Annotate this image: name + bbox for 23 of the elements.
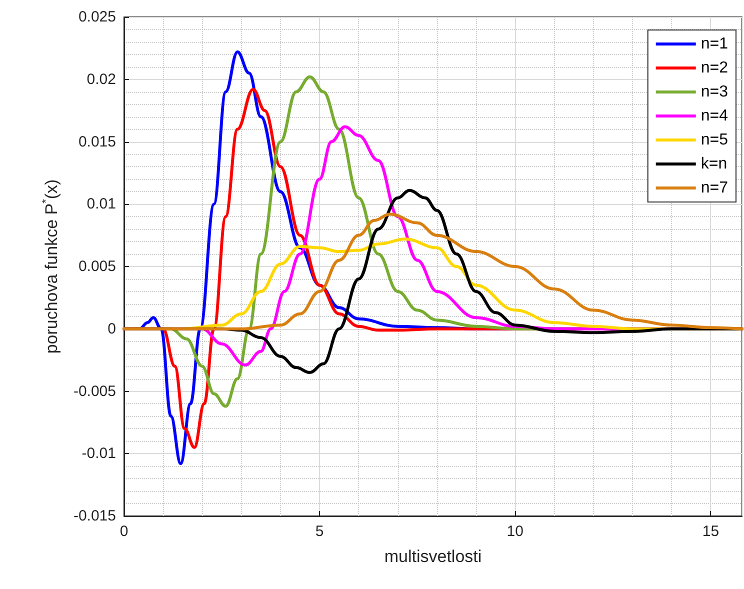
line-series: [122, 212, 744, 330]
y-tick-label: 0.02: [86, 70, 116, 88]
y-tick-label: -0.005: [73, 382, 116, 400]
y-tick-label: 0.01: [86, 196, 116, 213]
legend-label: k=n: [700, 156, 728, 172]
y-axis-title: poruchova funkce P*(x): [40, 179, 61, 354]
legend-label: n=3: [700, 84, 728, 100]
y-tick-label: -0.015: [73, 508, 116, 524]
y-tick-label: 0.005: [78, 258, 116, 275]
x-tick-label: 5: [315, 523, 324, 540]
legend-label: n=7: [700, 180, 728, 196]
y-tick-label: 0: [108, 320, 116, 338]
x-axis-title: multisvetlosti: [384, 547, 482, 566]
x-tick-label: 10: [506, 523, 524, 540]
y-tick-label: -0.01: [82, 445, 116, 462]
legend-label: n=1: [700, 36, 728, 52]
x-tick-label: 0: [120, 523, 128, 540]
y-tick-label: 0.025: [78, 8, 116, 26]
legend-label: n=2: [700, 60, 728, 76]
legend-label: n=4: [700, 108, 728, 124]
x-tick-label: 15: [702, 523, 720, 540]
y-tick-label: 0.015: [78, 133, 116, 150]
legend-label: n=5: [700, 132, 728, 148]
